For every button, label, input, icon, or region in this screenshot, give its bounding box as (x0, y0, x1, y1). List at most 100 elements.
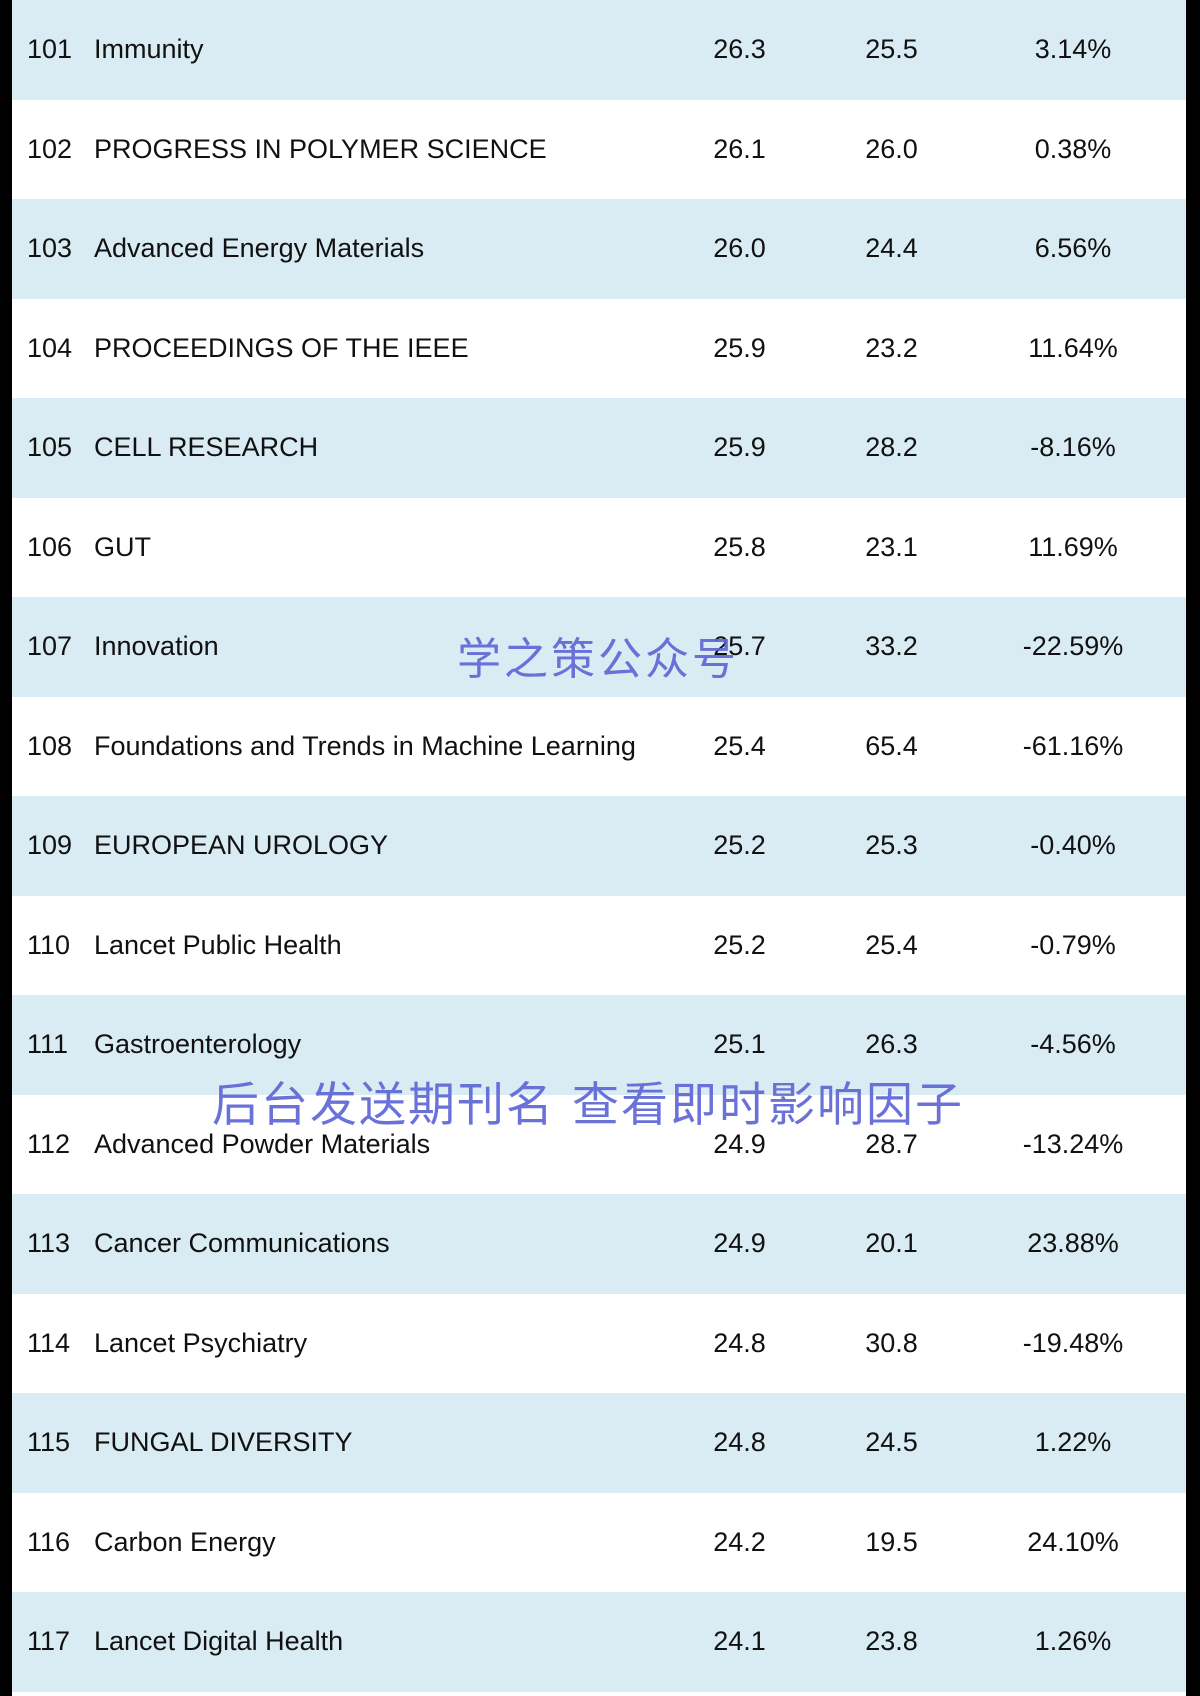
value-1-cell: 24.9 (713, 1128, 766, 1159)
value-1-cell: 24.9 (713, 1228, 766, 1258)
journal-name-cell: Carbon Energy (94, 1526, 276, 1557)
table-row: 102 PROGRESS IN POLYMER SCIENCE 26.1 26.0 0.… (12, 99, 1186, 199)
table-row: 108 Foundations and Trends in Machine Lea… (12, 696, 1186, 796)
value-2-cell: 24.4 (865, 233, 918, 263)
value-1-cell: 25.7 (713, 631, 766, 661)
journal-name-cell: PROCEEDINGS OF THE IEEE (94, 332, 469, 363)
rank-cell: 116 (27, 1526, 71, 1557)
rank-cell: 102 (27, 133, 73, 164)
value-2-cell: 25.4 (865, 929, 918, 960)
value-2-cell: 23.2 (865, 332, 918, 363)
value-2-cell: 28.7 (865, 1128, 918, 1159)
value-2-cell: 30.8 (865, 1327, 918, 1358)
value-2-cell: 33.2 (865, 631, 918, 661)
change-percent-cell: -22.59% (1022, 631, 1124, 661)
value-1-cell: 26.0 (713, 233, 766, 263)
value-2-cell: 23.8 (865, 1626, 918, 1656)
change-percent-cell: -61.16% (1022, 730, 1124, 761)
value-1-cell: 24.8 (713, 1427, 766, 1457)
rank-cell: 111 (27, 1029, 69, 1059)
table-row: 105 CELL RESEARCH 25.9 28.2 -8.16% (12, 398, 1186, 498)
value-2-cell: 20.1 (865, 1228, 918, 1258)
table-row: 107 Innovation 25.7 33.2 -22.59% (12, 597, 1186, 697)
value-1-cell: 25.2 (713, 830, 766, 860)
table-row: 112 Advanced Powder Materials 24.9 28.7 -13.… (12, 1094, 1186, 1194)
change-percent-cell: -0.40% (1030, 830, 1116, 860)
rank-cell: 108 (27, 730, 73, 761)
journal-name-cell: Lancet Digital Health (94, 1626, 344, 1656)
rank-cell: 104 (27, 332, 73, 363)
value-1-cell: 25.9 (713, 432, 766, 462)
table-row: 117 Lancet Digital Health 24.1 23.8 1.26% (12, 1592, 1186, 1692)
rank-cell: 105 (27, 432, 73, 462)
rank-cell: 106 (27, 531, 73, 562)
table-row: 113 Cancer Communications 24.9 20.1 23.88% (12, 1194, 1186, 1294)
table-row: 101 Immunity 26.3 25.5 3.14% (12, 0, 1186, 100)
rank-cell: 103 (27, 233, 73, 263)
table-row: 109 EUROPEAN UROLOGY 25.2 25.3 -0.40% (12, 796, 1186, 896)
value-2-cell: 65.4 (865, 730, 918, 761)
value-2-cell: 28.2 (865, 432, 918, 462)
journal-name-cell: Innovation (94, 631, 219, 661)
rank-cell: 113 (27, 1228, 71, 1258)
value-2-cell: 26.0 (865, 133, 918, 164)
value-2-cell: 24.5 (865, 1427, 918, 1457)
value-1-cell: 24.2 (713, 1526, 766, 1557)
table-row: 106 GUT 25.8 23.1 11.69% (12, 497, 1186, 597)
value-2-cell: 19.5 (865, 1526, 918, 1557)
journal-name-cell: Immunity (94, 34, 204, 64)
value-1-cell: 25.1 (713, 1029, 766, 1059)
journal-name-cell: Cancer Communications (94, 1228, 390, 1258)
value-2-cell: 25.3 (865, 830, 918, 860)
journal-name-cell: CELL RESEARCH (94, 432, 319, 462)
change-percent-cell: 3.14% (1034, 34, 1112, 64)
value-1-cell: 24.1 (713, 1626, 766, 1656)
journal-name-cell: Gastroenterology (94, 1029, 302, 1059)
journal-name-cell: FUNGAL DIVERSITY (94, 1427, 353, 1457)
table-row: 110 Lancet Public Health 25.2 25.4 -0.79% (12, 895, 1186, 995)
value-2-cell: 25.5 (865, 34, 918, 64)
rank-cell: 110 (27, 929, 71, 960)
change-percent-cell: -13.24% (1022, 1128, 1124, 1159)
change-percent-cell: -0.79% (1030, 929, 1116, 960)
change-percent-cell: -19.48% (1022, 1327, 1124, 1358)
rank-cell: 107 (27, 631, 73, 661)
change-percent-cell: -8.16% (1030, 432, 1116, 462)
table-row: 111 Gastroenterology 25.1 26.3 -4.56% (12, 995, 1186, 1095)
value-2-cell: 26.3 (865, 1029, 918, 1059)
change-percent-cell: 24.10% (1027, 1526, 1119, 1557)
journal-ranking-table: 101 Immunity 26.3 25.5 3.14% 102 PROGRESS IN P… (12, 0, 1186, 1692)
journal-name-cell: Lancet Public Health (94, 929, 342, 960)
journal-name-cell: Advanced Energy Materials (94, 233, 425, 263)
table-row: 116 Carbon Energy 24.2 19.5 24.10% (12, 1492, 1186, 1592)
change-percent-cell: 11.64% (1028, 332, 1118, 363)
change-percent-cell: 0.38% (1034, 133, 1112, 164)
journal-name-cell: Foundations and Trends in Machine Learni… (94, 730, 636, 761)
table-row: 104 PROCEEDINGS OF THE IEEE 25.9 23.2 11.64% (12, 298, 1186, 398)
rank-cell: 101 (27, 34, 73, 64)
value-1-cell: 26.3 (713, 34, 766, 64)
rank-cell: 109 (27, 830, 73, 860)
value-1-cell: 25.2 (713, 929, 766, 960)
value-1-cell: 25.8 (713, 531, 766, 562)
table-row: 114 Lancet Psychiatry 24.8 30.8 -19.48% (12, 1293, 1186, 1393)
value-1-cell: 24.8 (713, 1327, 766, 1358)
rank-cell: 117 (27, 1626, 71, 1656)
journal-name-cell: GUT (94, 531, 151, 562)
table-row: 103 Advanced Energy Materials 26.0 24.4 6.56… (12, 199, 1186, 299)
value-1-cell: 26.1 (713, 133, 766, 164)
change-percent-cell: 1.26% (1034, 1626, 1112, 1656)
journal-name-cell: PROGRESS IN POLYMER SCIENCE (94, 133, 547, 164)
change-percent-cell: 1.22% (1034, 1427, 1112, 1457)
journal-name-cell: Lancet Psychiatry (94, 1327, 308, 1358)
rank-cell: 114 (27, 1327, 71, 1358)
change-percent-cell: 23.88% (1027, 1228, 1119, 1258)
rank-cell: 115 (27, 1427, 71, 1457)
change-percent-cell: 11.69% (1028, 531, 1118, 562)
journal-name-cell: EUROPEAN UROLOGY (94, 830, 389, 860)
watermark-hint: 后台发送期刊名 查看即时影响因子 (212, 1078, 964, 1133)
table-row: 115 FUNGAL DIVERSITY 24.8 24.5 1.22% (12, 1393, 1186, 1493)
value-2-cell: 23.1 (865, 531, 918, 562)
watermark-account: 学之策公众号 (457, 634, 739, 685)
rank-cell: 112 (27, 1128, 71, 1159)
